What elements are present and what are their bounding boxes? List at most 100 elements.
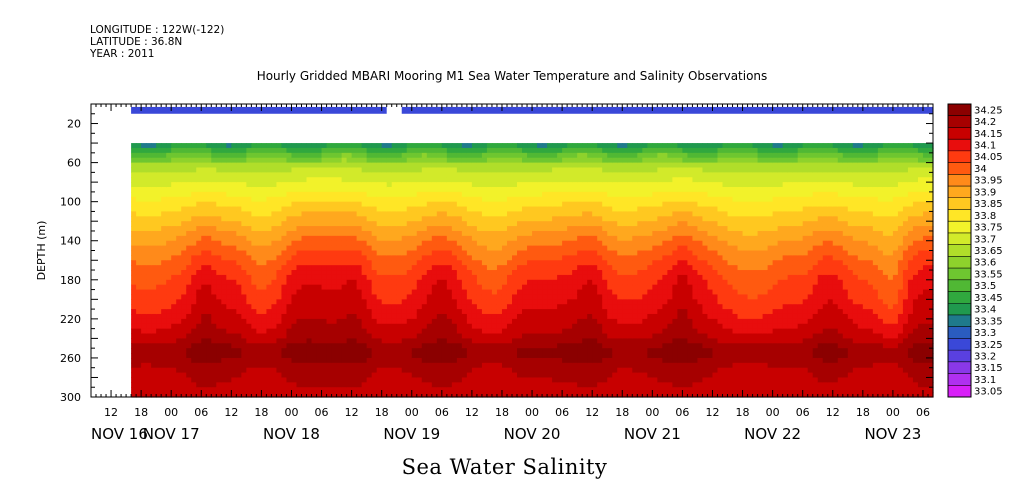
heatmap-cell	[411, 230, 418, 237]
heatmap-cell	[456, 357, 463, 364]
heatmap-cell	[281, 367, 288, 374]
heatmap-cell	[587, 333, 593, 339]
heatmap-cell	[276, 182, 283, 188]
heatmap-cell	[136, 167, 142, 173]
heatmap-cell	[286, 255, 293, 261]
heatmap-cell	[532, 382, 538, 388]
heatmap-cell	[481, 382, 488, 388]
heatmap-cell	[181, 299, 187, 305]
heatmap-cell	[291, 362, 298, 369]
heatmap-cell	[191, 357, 197, 364]
heatmap-cell	[276, 333, 283, 339]
heatmap-cell	[386, 211, 393, 217]
heatmap-cell	[577, 216, 583, 222]
heatmap-cell	[522, 372, 528, 379]
heatmap-cell	[251, 255, 257, 261]
heatmap-cell	[421, 172, 428, 178]
heatmap-cell	[527, 333, 533, 339]
heatmap-cell	[466, 357, 473, 364]
heatmap-cell	[517, 177, 523, 183]
heatmap-cell	[466, 382, 473, 388]
heatmap-cell	[406, 387, 413, 393]
heatmap-cell	[271, 245, 278, 252]
heatmap-cell	[481, 367, 488, 374]
heatmap-cell	[286, 333, 293, 339]
heatmap-cell	[436, 294, 443, 300]
heatmap-cell	[552, 343, 558, 349]
heatmap-cell	[171, 172, 177, 178]
heatmap-cell	[476, 182, 483, 188]
heatmap-cell	[421, 333, 428, 339]
heatmap-cell	[552, 187, 558, 193]
heatmap-cell	[236, 211, 242, 217]
heatmap-cell	[401, 348, 408, 354]
heatmap-cell	[572, 177, 578, 183]
heatmap-cell	[421, 367, 428, 374]
heatmap-cell	[592, 230, 598, 237]
heatmap-cell	[316, 313, 323, 320]
heatmap-cell	[411, 299, 418, 305]
heatmap-cell	[597, 157, 603, 164]
heatmap-cell	[607, 191, 613, 198]
heatmap-cell	[141, 323, 147, 330]
heatmap-cell	[316, 147, 323, 154]
heatmap-cell	[331, 226, 338, 232]
heatmap-cell	[491, 338, 498, 344]
heatmap-cell	[527, 221, 533, 227]
heatmap-cell	[156, 328, 162, 335]
heatmap-cell	[592, 143, 598, 149]
heatmap-cell	[547, 255, 553, 261]
heatmap-cell	[141, 226, 147, 232]
heatmap-cell	[181, 260, 187, 266]
heatmap-cell	[286, 196, 293, 203]
heatmap-cell	[456, 309, 463, 315]
heatmap-cell	[582, 255, 588, 261]
heatmap-cell	[361, 250, 368, 256]
heatmap-cell	[201, 182, 207, 188]
heatmap-cell	[336, 221, 343, 227]
heatmap-cell	[597, 167, 603, 173]
heatmap-cell	[191, 279, 197, 286]
heatmap-cell	[371, 230, 378, 237]
heatmap-cell	[446, 333, 453, 339]
heatmap-cell	[306, 357, 313, 364]
heatmap-cell	[537, 265, 543, 271]
heatmap-cell	[351, 167, 358, 173]
heatmap-cell	[136, 274, 142, 281]
heatmap-cell	[256, 157, 262, 164]
heatmap-cell	[241, 382, 247, 388]
heatmap-cell	[506, 255, 513, 261]
heatmap-cell	[537, 191, 543, 198]
heatmap-cell	[461, 387, 468, 393]
heatmap-cell	[316, 338, 323, 344]
heatmap-cell	[181, 245, 187, 252]
heatmap-cell	[346, 309, 353, 315]
heatmap-cell	[522, 289, 528, 296]
heatmap-cell	[306, 284, 313, 291]
heatmap-cell	[386, 255, 393, 261]
heatmap-cell	[426, 191, 433, 198]
heatmap-cell	[181, 196, 187, 203]
heatmap-cell	[336, 313, 343, 320]
heatmap-cell	[542, 357, 548, 364]
heatmap-cell	[156, 221, 162, 227]
heatmap-cell	[291, 348, 298, 354]
heatmap-cell	[276, 338, 283, 344]
heatmap-cell	[532, 270, 538, 276]
heatmap-cell	[481, 274, 488, 281]
heatmap-cell	[311, 279, 318, 286]
heatmap-cell	[236, 157, 242, 164]
heatmap-cell	[351, 382, 358, 388]
heatmap-cell	[376, 157, 383, 164]
heatmap-cell	[557, 226, 563, 232]
heatmap-cell	[301, 279, 308, 286]
heatmap-cell	[602, 284, 608, 291]
heatmap-cell	[547, 382, 553, 388]
heatmap-cell	[496, 294, 503, 300]
heatmap-cell	[331, 206, 338, 213]
heatmap-cell	[141, 191, 147, 198]
heatmap-cell	[456, 182, 463, 188]
heatmap-cell	[321, 294, 328, 300]
heatmap-cell	[451, 357, 458, 364]
heatmap-cell	[401, 377, 408, 383]
